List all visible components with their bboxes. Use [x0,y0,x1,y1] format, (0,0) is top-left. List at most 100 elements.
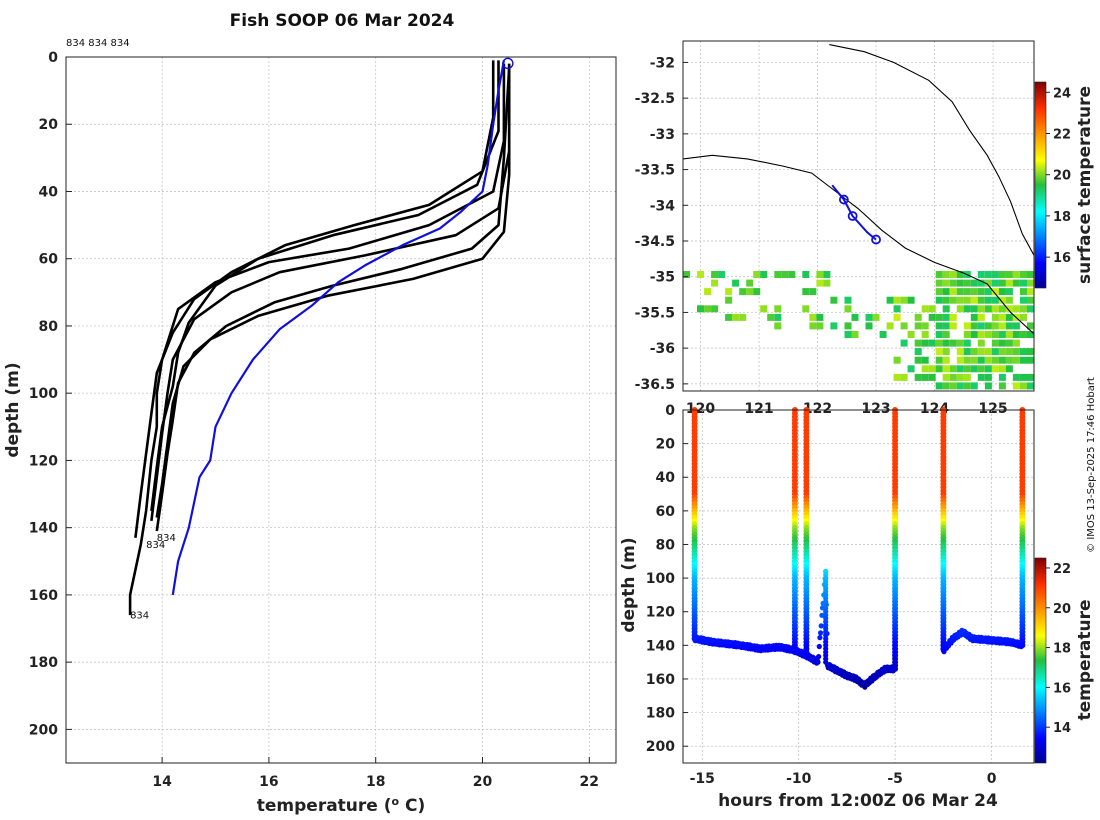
chart-title: Fish SOOP 06 Mar 2024 [230,11,455,31]
sst-cell [1005,356,1013,364]
sst-cell [753,288,761,296]
map-colorbar-tick-label: 18 [1053,210,1071,225]
map-colorbar-tick-label: 22 [1053,128,1071,143]
map-colorbar-tick-label: 24 [1053,86,1071,101]
sst-cell [1027,373,1034,381]
sst-cell [1012,339,1020,347]
sst-cell [991,339,999,347]
sst-cell [816,279,824,287]
sst-cell [998,348,1006,356]
sst-cell [697,271,704,278]
sst-cell [893,373,901,381]
sst-cell [942,322,950,330]
sst-cell [823,271,831,278]
sst-cell [725,313,733,321]
bottom-track-point [818,630,824,636]
sst-cell [830,296,838,304]
sst-cell [711,279,719,287]
sst-cell [949,322,957,330]
tick-label-y: 60 [39,252,59,268]
sst-cell [1012,331,1020,338]
sst-cell [774,305,782,313]
sst-cell [956,348,964,356]
map-sst-patches [683,271,1034,390]
sst-cell [991,271,999,278]
sst-cell [956,279,964,287]
tick-label-y: 80 [39,319,59,335]
time-colorbar-tick-label: 16 [1053,681,1071,696]
time-colorbar [1034,557,1047,764]
sst-cell [935,296,943,304]
sst-cell [998,271,1006,278]
sst-cell [977,279,985,287]
sst-cell [802,288,810,296]
start-marker [502,57,514,70]
sst-cell [844,331,852,338]
series-profile-4 [155,67,511,532]
time-y-axis-label: depth (m) [619,537,639,632]
sst-cell [991,322,999,330]
sst-cell [1020,296,1027,304]
vessel-track-marker [871,234,881,245]
time-tick-label-y: 40 [656,470,676,486]
time-colorbar-tick-label: 20 [1053,602,1071,617]
time-tick-label-y: 160 [646,672,675,688]
sst-cell [991,279,999,287]
bottom-track-point [819,612,825,618]
sst-cell [816,322,824,330]
top-cast-labels: 834 834 834 [66,38,130,49]
sst-cell [970,305,978,313]
sst-cell [970,331,978,338]
sst-cell [998,279,1006,287]
sst-cell [977,322,985,330]
sst-cell [984,305,992,313]
sst-cell [1020,305,1027,313]
sst-cell [984,288,992,296]
map-coastline [682,44,1035,335]
map-tick-label-y: -33.5 [635,163,675,179]
sst-cell [963,296,971,304]
sst-cell [921,305,929,313]
sst-cell [998,296,1006,304]
tick-label-x: 16 [259,774,278,790]
vessel-track-line [831,184,877,241]
time-tick-label-x: -5 [887,771,903,787]
time-grid [683,409,1034,763]
sst-cell [942,279,950,287]
sst-cell [900,373,908,381]
sst-cell [900,322,908,330]
sst-cell [963,365,971,373]
cast-label: 834 [157,533,176,544]
sst-cell [935,271,943,278]
sst-cell [1005,296,1013,304]
sst-cell [1005,348,1013,356]
sst-cell [935,339,943,347]
sst-cell [900,339,908,347]
sst-cell [984,271,992,278]
sst-cell [1005,365,1013,373]
map-vessel-track [831,184,881,245]
sst-cell [921,331,929,338]
sst-cell [998,356,1006,364]
sst-cell [914,348,922,356]
imos-watermark: © IMOS 13-Sep-2025 17:46 Hobart [1086,377,1097,553]
sst-cell [928,305,936,313]
profile-grid [66,56,616,763]
cast-point [892,665,899,672]
tick-label-y: 200 [29,722,58,738]
time-tick-label-y: 60 [656,504,676,520]
time-x-axis-label: hours from 12:00Z 06 Mar 24 [718,791,998,811]
sst-cell [760,305,768,313]
sst-cell [942,382,950,390]
sst-cell [977,331,985,338]
series-profile-3 [150,60,500,512]
sst-cell [1027,296,1034,304]
sst-cell [781,271,789,278]
sst-cell [991,331,999,338]
time-tick-label-y: 80 [656,537,676,553]
sst-cell [1027,382,1034,390]
map-tick-label-y: -35.5 [635,305,675,321]
sst-cell [774,271,782,278]
